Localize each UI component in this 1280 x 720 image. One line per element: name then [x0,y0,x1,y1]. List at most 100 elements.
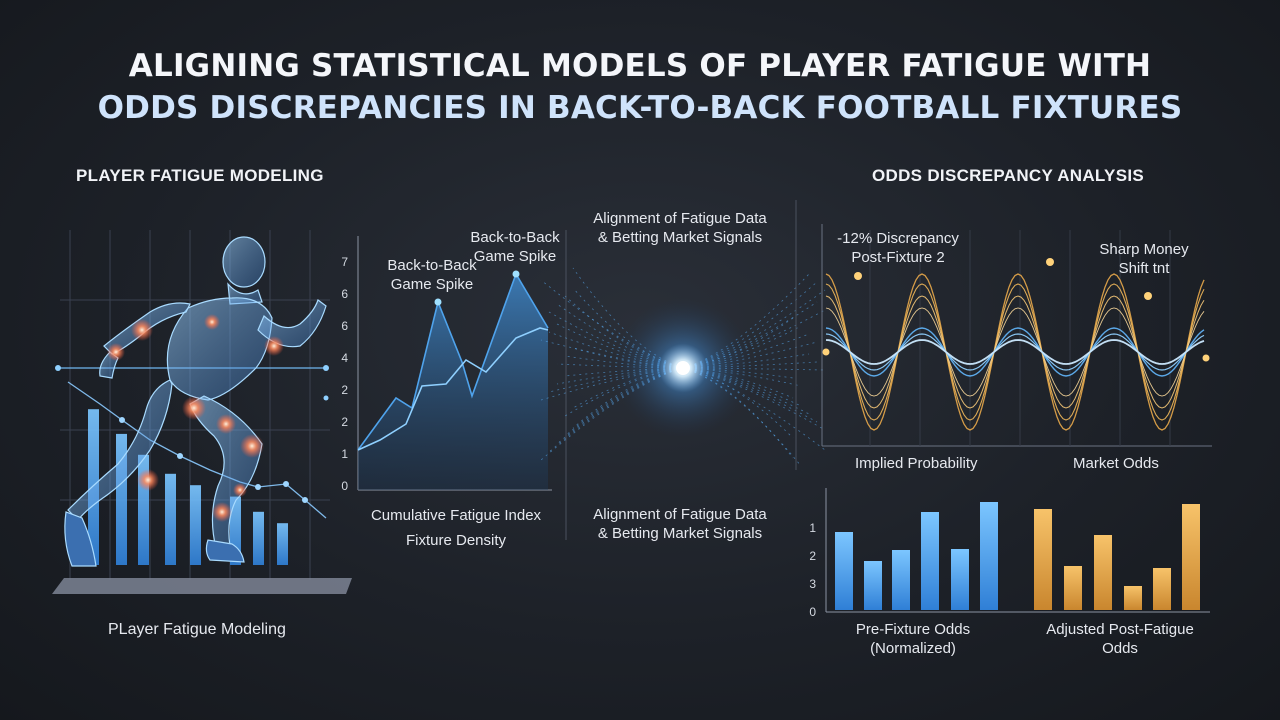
center-bottom-line2: & Betting Market Signals [597,525,763,542]
pre-fixture-bar-5 [951,549,969,610]
post-fatigue-bar-1 [1034,509,1052,610]
fatigue-y-tick-2: 2 [341,415,348,429]
discrepancy-line1: -12% Discrepancy [837,230,959,247]
post-fatigue-line1: Adjusted Post-Fatigue [1046,621,1194,638]
post-fatigue-odds-label: Adjusted Post-Fatigue Odds [1030,620,1210,658]
wave-peak-dot-1 [854,272,862,280]
alignment-core [676,361,690,375]
market-odds-wave-4 [825,307,1205,397]
fatigue-bar-3 [138,454,149,565]
wave-peak-dot-2 [1046,258,1054,266]
odds-waves [822,258,1210,431]
post-fatigue-line2: Odds [1102,640,1138,657]
post-fatigue-odds-bars [1034,504,1200,610]
fatigue-trend-line [67,381,327,519]
center-top-line2: & Betting Market Signals [597,229,763,246]
sharp-money-line2: Shift tnt [1118,260,1170,277]
runner-caption: PLayer Fatigue Modeling [108,621,286,638]
fatigue-trend-dots [119,417,308,503]
signal-ray-31 [682,361,818,369]
odds-y-tick-1: 2 [809,549,816,563]
fatigue-index-area [358,274,548,490]
post-fatigue-bar-6 [1182,504,1200,610]
center-label-top: Alignment of Fatigue Data & Betting Mark… [570,209,790,247]
implied-probability-wave-2 [825,333,1205,371]
signal-ray-22 [564,295,684,369]
fatigue-y-tick-6: 6 [341,287,348,301]
post-fatigue-bar-5 [1153,568,1171,610]
pre-fixture-line1: Pre-Fixture Odds [855,621,971,638]
center-label-bottom: Alignment of Fatigue Data & Betting Mark… [570,505,790,543]
fatigue-y-tick-0: 0 [341,479,348,493]
signal-ray-15 [682,367,794,379]
fatigue-y-tick-7: 7 [341,255,348,269]
spike1-line1: Back-to-Back [387,257,477,274]
odds-y-tick-0: 1 [809,521,816,535]
threshold-dot-right [323,365,329,371]
pre-fixture-bar-4 [921,512,939,610]
implied-probability-wave-1 [825,327,1205,377]
sharp-money-line1: Sharp Money [1099,241,1189,258]
odds-bar-y-ticks: 1 2 3 0 [809,521,816,619]
runner-platform [52,578,352,594]
pre-fixture-bar-3 [892,550,910,610]
fatigue-bar-5 [190,485,201,565]
spike-annotation-2: Back-to-Back Game Spike [455,228,575,266]
spike2-line2: Game Spike [473,248,557,265]
threshold-dot-left [55,365,61,371]
fixture-density-line [357,327,549,451]
wave-start-dot [822,348,830,356]
fatigue-bar-7 [253,511,264,565]
market-odds-wave-3 [825,295,1205,409]
spike2-line1: Back-to-Back [470,229,560,246]
fatigue-joint-highlights [107,314,284,522]
pre-fixture-odds-label: Pre-Fixture Odds (Normalized) [838,620,988,658]
post-fatigue-bar-4 [1124,586,1142,610]
fatigue-bar-6 [230,496,241,565]
pre-fixture-bar-6 [980,502,998,610]
post-fatigue-bar-2 [1064,566,1082,610]
runner-figure [64,236,327,567]
fatigue-caption-line2: Fixture Density [405,532,507,549]
fatigue-bar-8 [277,523,288,565]
fatigue-y-tick-5: 6 [341,319,348,333]
spike-point-1 [434,298,442,306]
spike-point-2 [512,270,520,278]
spike1-line2: Game Spike [390,276,474,293]
spike-annotation-1: Back-to-Back Game Spike [372,256,492,294]
discrepancy-line2: Post-Fixture 2 [851,249,945,266]
wave-end-dot [1202,354,1210,362]
odds-y-tick-2: 3 [809,577,816,591]
wave-peak-dot-3 [1144,292,1152,300]
discrepancy-annotation: -12% Discrepancy Post-Fixture 2 [818,229,978,267]
odds-bar-axes [825,488,1210,613]
market-odds-wave-2 [825,283,1205,421]
section-odds-discrepancy-heading: ODDS DISCREPANCY ANALYSIS [872,166,1144,185]
implied-probability-label: Implied Probability [855,455,978,472]
pre-fixture-odds-bars [835,502,998,610]
implied-probability-wave-3 [825,339,1205,365]
fatigue-y-tick-3: 2 [341,383,348,397]
fatigue-bar-2 [116,433,127,565]
signal-ray-40 [572,367,684,429]
market-odds-label: Market Odds [1073,455,1159,472]
sharp-money-annotation: Sharp Money Shift tnt [1084,240,1204,278]
fatigue-caption-line1: Cumulative Fatigue Index [370,507,542,524]
pre-fixture-line2: (Normalized) [870,640,956,657]
post-fatigue-bar-3 [1094,535,1112,610]
pre-fixture-bar-2 [864,561,882,610]
fatigue-bar-4 [165,473,176,565]
title-line-1: ALIGNING STATISTICAL MODELS OF PLAYER FA… [128,48,1152,84]
fatigue-chart-caption: Cumulative Fatigue Index Fixture Density [356,506,556,550]
signal-ray-4 [556,363,684,369]
center-top-line1: Alignment of Fatigue Data [593,210,767,227]
fatigue-y-tick-4: 4 [341,351,348,365]
fatigue-y-tick-1: 1 [341,447,348,461]
fatigue-chart-y-ticks: 0 1 2 2 4 6 6 7 [341,255,348,493]
odds-y-tick-3: 0 [809,605,816,619]
threshold-dot-small [323,395,329,401]
section-player-fatigue-heading: PLAYER FATIGUE MODELING [76,166,324,185]
wave-chart-axes [821,224,1212,447]
center-bottom-line1: Alignment of Fatigue Data [593,506,767,523]
